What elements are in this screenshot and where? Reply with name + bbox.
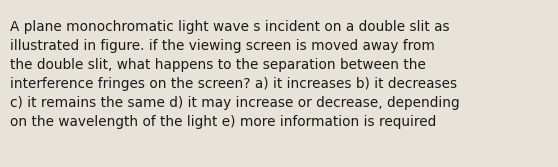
Text: A plane monochromatic light wave s incident on a double slit as
illustrated in f: A plane monochromatic light wave s incid… [10, 20, 460, 129]
